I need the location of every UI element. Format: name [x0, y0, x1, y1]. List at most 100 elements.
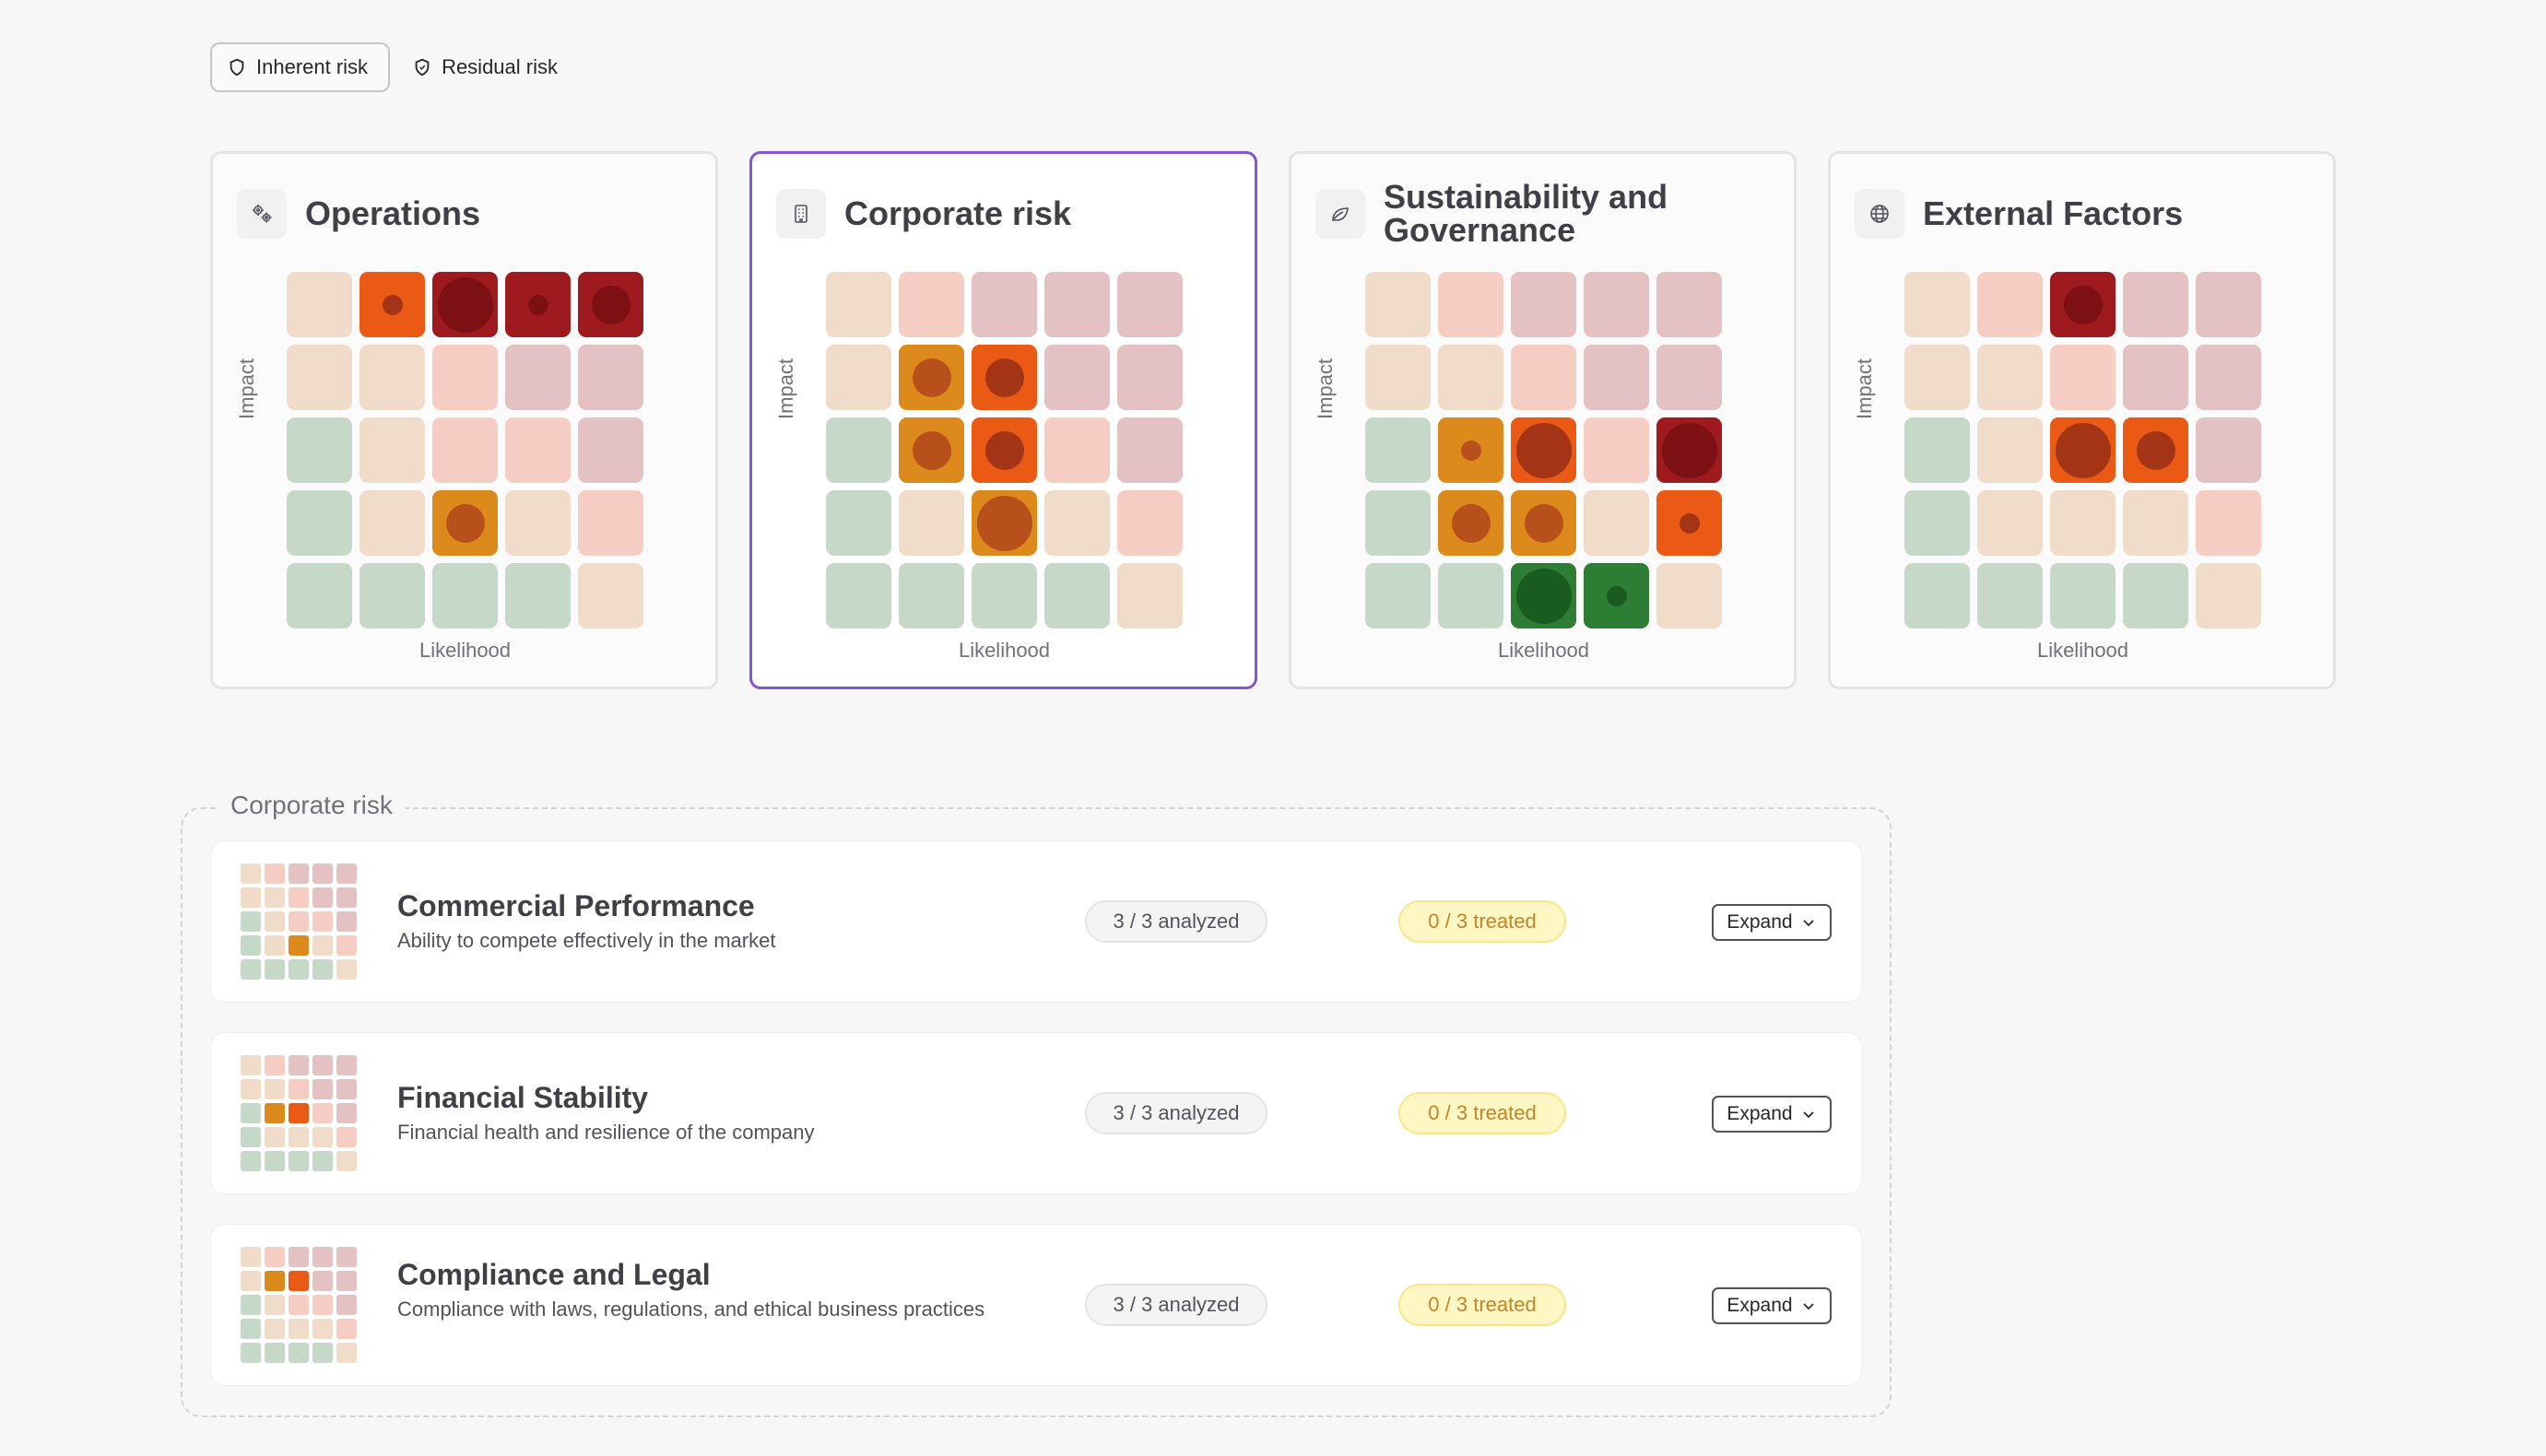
risk-dot [437, 276, 493, 333]
matrix-cell[interactable] [505, 272, 571, 337]
matrix-cell [826, 272, 891, 337]
section-title: Corporate risk [218, 791, 406, 820]
matrix-cell[interactable] [578, 272, 643, 337]
shield-icon [415, 58, 430, 76]
risk-dot [1679, 512, 1700, 534]
category-card-external-factors[interactable]: External Factors Impact Likelihood [1828, 151, 2336, 689]
matrix-cell [899, 272, 964, 337]
risk-dot [1524, 503, 1563, 543]
mini-matrix-cell [265, 1079, 285, 1099]
mini-matrix-cell [312, 887, 333, 908]
matrix-cell [1044, 417, 1110, 483]
matrix-cell [1044, 272, 1110, 337]
matrix-cell [432, 563, 498, 628]
matrix-cell [1365, 490, 1431, 556]
risk-dot [382, 294, 403, 315]
mini-matrix-cell [336, 1079, 357, 1099]
matrix-cell [972, 272, 1037, 337]
matrix-cell [2123, 490, 2188, 556]
matrix-cell [287, 417, 352, 483]
chevron-down-icon [1802, 1303, 1814, 1310]
matrix-cell[interactable] [1438, 417, 1503, 483]
matrix-cell[interactable] [899, 417, 964, 483]
y-axis-label: Impact [235, 358, 258, 420]
matrix-cell [1904, 563, 1970, 628]
expand-label: Expand [1727, 1295, 1793, 1316]
matrix-cell[interactable] [1511, 563, 1576, 628]
mini-matrix-cell [241, 935, 261, 956]
mini-matrix-cell [336, 959, 357, 980]
chevron-down-icon [1802, 920, 1814, 927]
inherent-risk-toggle[interactable]: Inherent risk [210, 42, 391, 92]
matrix-cell[interactable] [2050, 272, 2116, 337]
matrix-cell[interactable] [1438, 490, 1503, 556]
risk-matrix [287, 272, 643, 628]
expand-button[interactable]: Expand [1712, 1096, 1832, 1133]
mini-matrix-cell [289, 1319, 309, 1339]
matrix-cell [1117, 417, 1183, 483]
mini-matrix-cell [241, 1271, 261, 1291]
mini-matrix-cell [312, 863, 333, 884]
expand-button[interactable]: Expand [1712, 904, 1832, 941]
matrix-cell[interactable] [1584, 563, 1649, 628]
matrix-cell[interactable] [972, 417, 1037, 483]
matrix-cell[interactable] [1511, 417, 1576, 483]
mini-matrix-cell [336, 935, 357, 956]
mini-matrix-cell [289, 1151, 309, 1171]
mini-matrix-cell [265, 1295, 285, 1315]
mini-matrix-cell [336, 1295, 357, 1315]
matrix-cell [1511, 345, 1576, 410]
matrix-cell[interactable] [2050, 417, 2116, 483]
category-card-operations[interactable]: Operations Impact Likelihood [210, 151, 718, 689]
matrix-cell [1904, 345, 1970, 410]
matrix-cell[interactable] [1656, 490, 1722, 556]
matrix-cell[interactable] [972, 345, 1037, 410]
matrix-cell [1438, 563, 1503, 628]
mini-matrix-cell [265, 887, 285, 908]
mini-matrix-cell [241, 863, 261, 884]
mini-matrix-cell [265, 935, 285, 956]
matrix-cell[interactable] [1656, 417, 1722, 483]
risk-dot [527, 294, 548, 315]
matrix-cell[interactable] [2123, 417, 2188, 483]
matrix-cell [360, 563, 425, 628]
mini-matrix-cell [289, 887, 309, 908]
mini-matrix-cell [241, 1055, 261, 1075]
mini-risk-matrix [241, 1247, 357, 1363]
matrix-cell [578, 490, 643, 556]
matrix-cell[interactable] [1511, 490, 1576, 556]
matrix-cell [1044, 345, 1110, 410]
risk-matrix [826, 272, 1183, 628]
mini-matrix-cell [241, 1343, 261, 1363]
expand-label: Expand [1727, 911, 1793, 933]
risk-matrix [1904, 272, 2261, 628]
mini-matrix-cell [336, 1151, 357, 1171]
shield-icon [230, 58, 244, 76]
mini-matrix-cell [265, 1271, 285, 1291]
matrix-cell[interactable] [360, 272, 425, 337]
matrix-cell [432, 345, 498, 410]
matrix-cell [1904, 490, 1970, 556]
matrix-cell[interactable] [432, 272, 498, 337]
matrix-cell[interactable] [899, 345, 964, 410]
matrix-cell [360, 417, 425, 483]
expand-button[interactable]: Expand [1712, 1287, 1832, 1324]
matrix-cell[interactable] [972, 490, 1037, 556]
matrix-cell [826, 345, 891, 410]
residual-risk-toggle[interactable]: Residual risk [395, 42, 580, 92]
mini-matrix-cell [289, 1295, 309, 1315]
mini-matrix-cell [265, 911, 285, 932]
matrix-cell [1977, 272, 2043, 337]
mini-matrix-cell [312, 1103, 333, 1123]
matrix-cell [1656, 272, 1722, 337]
matrix-cell [578, 417, 643, 483]
category-card-sustainability-and-governance[interactable]: Sustainability and Governance Impact Lik… [1289, 151, 1797, 689]
matrix-cell[interactable] [432, 490, 498, 556]
matrix-cell [1656, 345, 1722, 410]
mini-matrix-cell [336, 887, 357, 908]
risk-row-financial-stability: Financial Stability Financial health and… [210, 1032, 1862, 1194]
matrix-cell [1044, 490, 1110, 556]
category-card-corporate-risk[interactable]: Corporate risk Impact Likelihood [749, 151, 1257, 689]
mini-matrix-cell [289, 863, 309, 884]
card-title: External Factors [1923, 194, 2184, 232]
